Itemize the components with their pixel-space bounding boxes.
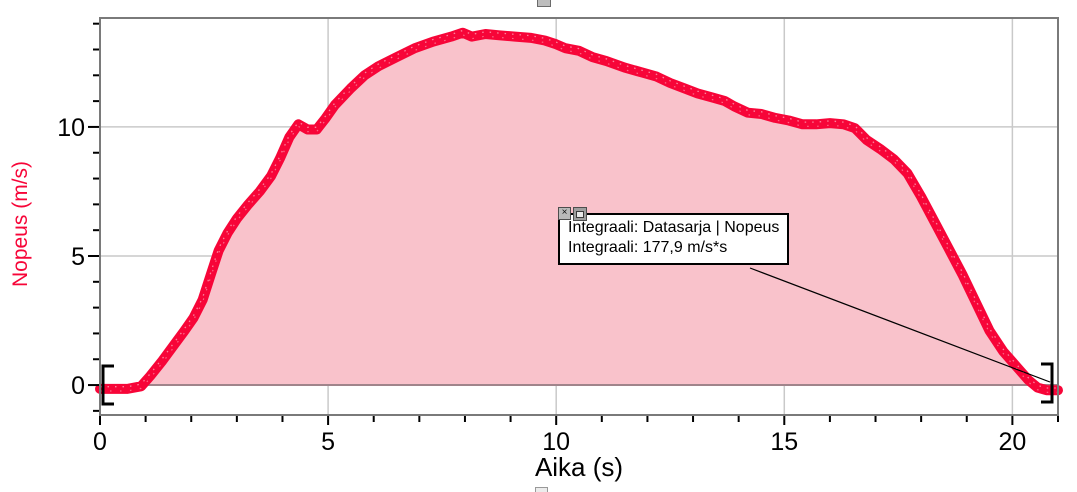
x-tick-label: 15 [770, 428, 798, 456]
velocity-curve[interactable] [95, 27, 1063, 396]
y-tick-label: 5 [71, 243, 85, 271]
minimize-glyph [576, 211, 584, 218]
y-axis-title[interactable]: Nopeus (m/s) [9, 160, 32, 288]
tooltip-controls: × [558, 207, 587, 221]
integral-tooltip-line2: Integraali: 177,9 m/s*s [568, 239, 728, 256]
y-tick-label: 10 [57, 114, 85, 142]
integral-bracket-left[interactable] [101, 364, 114, 406]
tooltip-leader-line [749, 267, 1051, 383]
integral-tooltip[interactable]: × Integraali: Datasarja | Nopeus Integra… [558, 207, 790, 265]
x-tick-label: 20 [998, 428, 1026, 456]
integral-tooltip-line1: Integraali: Datasarja | Nopeus [568, 219, 780, 236]
clipped-annotation-button-bottom[interactable] [535, 487, 548, 492]
x-tick-label: 5 [321, 428, 335, 456]
x-tick-label: 10 [542, 428, 570, 456]
y-tick-label: 0 [71, 372, 85, 400]
integral-bracket-right[interactable] [1041, 362, 1054, 404]
plot-frame [99, 17, 1059, 416]
x-tick-label: 0 [93, 428, 107, 456]
clipped-annotation-button-top[interactable] [537, 0, 551, 7]
minimize-icon[interactable] [573, 207, 587, 221]
curve-speckle [100, 34, 1058, 393]
close-icon[interactable]: × [558, 207, 571, 220]
x-axis-title[interactable]: Aika (s) [534, 452, 624, 482]
